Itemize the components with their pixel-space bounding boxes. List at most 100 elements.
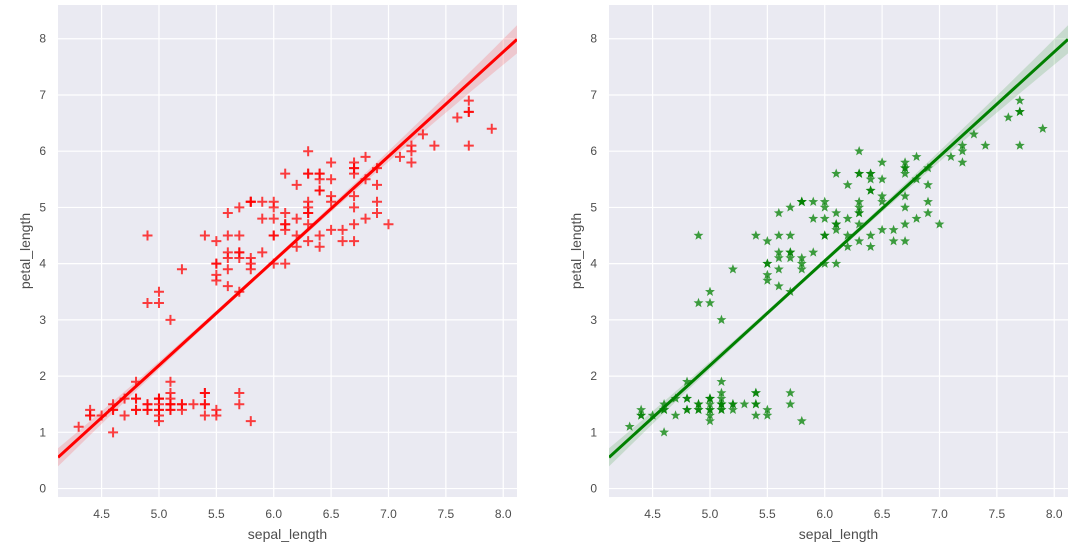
plus-marker bbox=[268, 213, 279, 224]
star-marker bbox=[865, 185, 876, 195]
star-marker bbox=[624, 421, 635, 431]
plus-marker bbox=[234, 253, 245, 264]
plus-marker bbox=[73, 421, 84, 432]
plus-marker bbox=[153, 393, 164, 404]
star-marker bbox=[796, 258, 807, 268]
star-marker bbox=[923, 179, 933, 190]
star-marker bbox=[1037, 123, 1048, 133]
star-marker bbox=[716, 393, 727, 403]
plus-marker bbox=[234, 230, 245, 241]
star-marker bbox=[831, 219, 842, 229]
plus-marker bbox=[303, 202, 314, 213]
plus-marker bbox=[326, 224, 337, 235]
plus-marker bbox=[131, 393, 142, 404]
plus-marker bbox=[234, 202, 245, 213]
star-marker bbox=[842, 230, 853, 240]
y-tick-label: 7 bbox=[39, 88, 46, 102]
star-marker bbox=[900, 235, 910, 246]
x-tick-label: 5.5 bbox=[208, 507, 225, 521]
y-tick-label: 6 bbox=[39, 144, 46, 158]
plus-marker bbox=[314, 185, 325, 196]
plus-marker bbox=[291, 213, 302, 224]
star-marker bbox=[877, 174, 888, 184]
plus-marker bbox=[291, 241, 302, 252]
star-marker bbox=[900, 190, 910, 201]
star-marker bbox=[796, 196, 807, 207]
star-marker bbox=[716, 399, 727, 409]
x-tick-label: 7.0 bbox=[931, 507, 948, 521]
star-marker bbox=[934, 219, 945, 229]
star-marker bbox=[705, 404, 715, 415]
plus-marker bbox=[337, 224, 348, 235]
star-marker bbox=[854, 207, 865, 218]
star-marker bbox=[1014, 140, 1025, 150]
star-marker bbox=[842, 179, 853, 190]
plus-marker bbox=[142, 298, 153, 309]
star-marker bbox=[865, 174, 876, 184]
star-marker bbox=[888, 235, 899, 246]
star-marker bbox=[854, 235, 865, 246]
plus-marker bbox=[337, 236, 348, 247]
star-marker bbox=[716, 376, 727, 386]
star-marker bbox=[877, 196, 888, 207]
star-marker bbox=[877, 157, 888, 167]
plus-marker bbox=[303, 168, 314, 179]
star-marker bbox=[682, 376, 692, 386]
confidence-band bbox=[58, 25, 517, 467]
star-marker bbox=[762, 410, 773, 420]
plus-marker bbox=[199, 399, 210, 410]
x-tick-label: 8.0 bbox=[495, 507, 512, 521]
data-points bbox=[73, 95, 497, 438]
plus-marker bbox=[199, 410, 210, 421]
star-marker bbox=[1014, 106, 1025, 117]
star-marker bbox=[773, 247, 784, 257]
plus-marker bbox=[85, 410, 96, 421]
star-marker bbox=[819, 213, 830, 223]
regression-line bbox=[58, 38, 517, 459]
star-marker bbox=[808, 247, 819, 257]
plus-marker bbox=[314, 174, 325, 185]
plus-marker bbox=[372, 196, 383, 207]
star-marker bbox=[762, 404, 773, 415]
star-marker bbox=[705, 415, 715, 426]
star-marker bbox=[831, 207, 842, 218]
plus-marker bbox=[176, 264, 187, 275]
y-tick-label: 0 bbox=[590, 482, 597, 496]
star-marker bbox=[831, 258, 842, 268]
star-marker bbox=[682, 404, 692, 415]
y-tick-label: 4 bbox=[39, 257, 46, 271]
plus-marker bbox=[326, 157, 337, 168]
plus-marker bbox=[303, 236, 314, 247]
plus-marker bbox=[372, 179, 383, 190]
plus-marker bbox=[108, 427, 119, 438]
star-marker bbox=[716, 387, 727, 398]
plus-marker bbox=[234, 399, 245, 410]
y-tick-label: 2 bbox=[39, 369, 46, 383]
plus-marker bbox=[211, 275, 222, 286]
plus-marker bbox=[245, 258, 256, 269]
star-marker bbox=[900, 202, 910, 212]
star-marker bbox=[865, 168, 876, 178]
plus-marker bbox=[280, 168, 291, 179]
plus-marker bbox=[119, 410, 130, 421]
star-marker bbox=[980, 140, 991, 150]
plus-marker bbox=[222, 281, 233, 292]
plus-marker bbox=[222, 230, 233, 241]
plus-marker bbox=[406, 157, 417, 168]
star-marker bbox=[877, 224, 888, 235]
plus-marker bbox=[211, 236, 222, 247]
star-marker bbox=[785, 247, 796, 257]
star-marker bbox=[854, 196, 865, 207]
plus-marker bbox=[291, 179, 302, 190]
plus-marker bbox=[314, 230, 325, 241]
star-marker bbox=[968, 129, 979, 139]
plus-marker bbox=[268, 230, 279, 241]
plus-marker bbox=[176, 399, 187, 410]
plus-marker bbox=[383, 219, 394, 230]
star-marker bbox=[785, 399, 796, 409]
y-tick-label: 0 bbox=[39, 482, 46, 496]
x-tick-label: 5.0 bbox=[151, 507, 168, 521]
star-marker bbox=[923, 207, 933, 218]
star-marker bbox=[785, 202, 796, 212]
